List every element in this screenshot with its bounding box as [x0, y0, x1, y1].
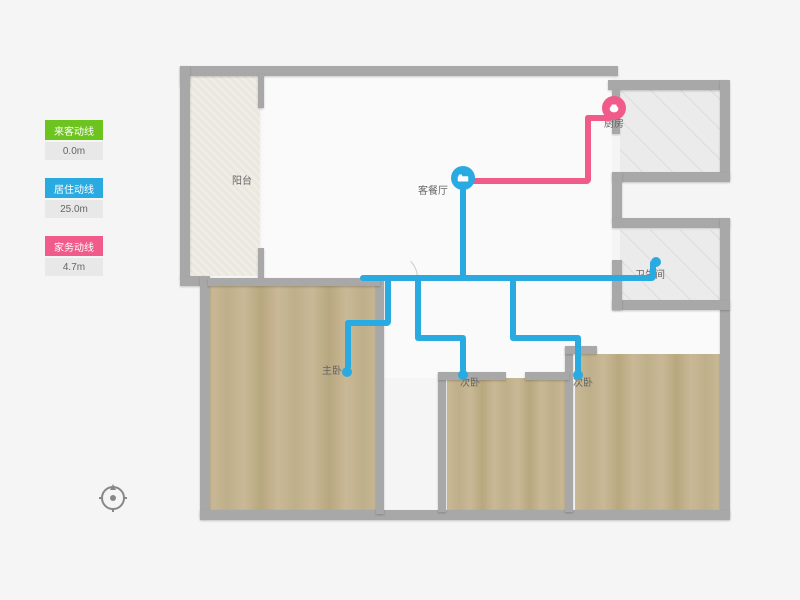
room-label-master: 主卧 [322, 362, 342, 377]
path-living [360, 275, 655, 281]
wall [180, 66, 190, 278]
path-endpoint [651, 257, 661, 267]
legend-item-chore: 家务动线 4.7m [45, 236, 103, 276]
path-living [345, 320, 390, 326]
room-label-living: 客餐厅 [418, 182, 448, 197]
path-living [460, 180, 466, 280]
wall [608, 80, 728, 90]
room-label-balcony: 阳台 [232, 172, 252, 187]
path-living [415, 335, 465, 341]
path-endpoint [458, 370, 468, 380]
path-chore [585, 115, 591, 183]
wall [612, 172, 622, 222]
wall [612, 300, 730, 310]
wall [376, 278, 384, 514]
wall [208, 278, 380, 286]
legend-value-chore: 4.7m [45, 258, 103, 276]
legend-color-guest: 来客动线 [45, 120, 103, 140]
path-living [385, 275, 391, 325]
wall [258, 74, 264, 108]
legend-item-living: 居住动线 25.0m [45, 178, 103, 218]
path-chore [470, 178, 590, 184]
path-living [510, 335, 580, 341]
legend-color-chore: 家务动线 [45, 236, 103, 256]
wall [612, 260, 622, 310]
room-kitchen [620, 90, 720, 172]
legend-color-living: 居住动线 [45, 178, 103, 198]
wall [525, 372, 569, 380]
path-endpoint [342, 367, 352, 377]
path-living [510, 275, 516, 340]
wall [720, 80, 730, 180]
wall [180, 66, 618, 76]
wall [612, 218, 730, 228]
legend-value-guest: 0.0m [45, 142, 103, 160]
wall [565, 346, 597, 354]
room-bedroom3 [575, 354, 720, 510]
path-endpoint [573, 370, 583, 380]
path-living [415, 275, 421, 340]
wall [438, 372, 446, 512]
floorplan: 阳台 客餐厅 厨房 卫生间 主卧 次卧 次卧 [180, 60, 735, 520]
wall [258, 248, 264, 280]
node-pot-icon [602, 96, 626, 120]
wall [200, 510, 730, 520]
room-bedroom2 [447, 378, 565, 510]
node-bed-icon [451, 166, 475, 190]
wall [720, 218, 730, 518]
legend-item-guest: 来客动线 0.0m [45, 120, 103, 160]
path-living [345, 320, 351, 370]
room-bathroom [620, 230, 720, 300]
wall [200, 276, 210, 518]
path-living [575, 335, 581, 373]
legend: 来客动线 0.0m 居住动线 25.0m 家务动线 4.7m [45, 120, 103, 294]
legend-value-living: 25.0m [45, 200, 103, 218]
compass-icon [95, 480, 131, 521]
wall [565, 346, 573, 512]
path-living [460, 335, 466, 373]
wall [612, 172, 730, 182]
